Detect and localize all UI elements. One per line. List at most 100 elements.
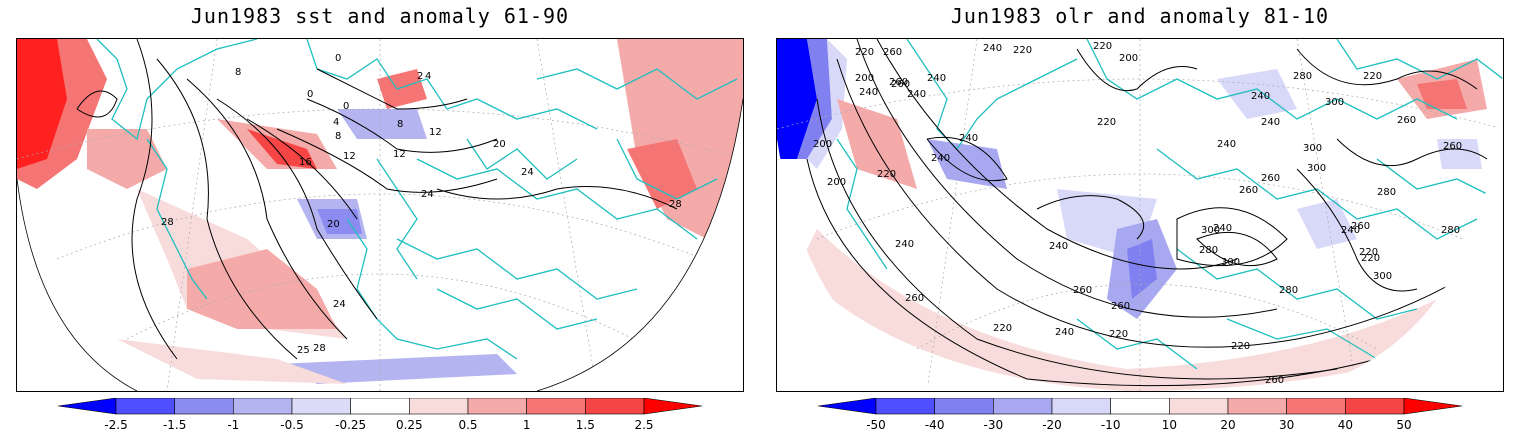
contour-label: 300 bbox=[1325, 97, 1344, 108]
colorbar-swatch bbox=[409, 398, 469, 415]
contour-label: 280 bbox=[1293, 71, 1312, 82]
anomaly-warm-east bbox=[617, 39, 743, 239]
contour-label: 300 bbox=[1201, 225, 1220, 236]
colorbar-arrow-low bbox=[58, 398, 117, 415]
anomaly-positive-3 bbox=[1417, 79, 1467, 109]
colorbar-swatch bbox=[115, 398, 175, 415]
contour-label: 300 bbox=[1373, 271, 1392, 282]
contour-label: 240 bbox=[1055, 327, 1074, 338]
contour-label: 8 bbox=[397, 119, 403, 130]
contour-label: 200 bbox=[855, 73, 874, 84]
contour-label: 280 bbox=[1377, 187, 1396, 198]
map-frame-sst: 0 0 8 4 4 2 0 8 8 12 12 12 16 20 20 24 2… bbox=[16, 38, 744, 392]
contour-label: 220 bbox=[855, 47, 874, 58]
contour-label: 12 bbox=[393, 149, 406, 160]
colorbar-tick-label: -10 bbox=[1100, 418, 1121, 432]
contour-label: 8 bbox=[335, 131, 341, 142]
contour-label: 260 bbox=[1397, 115, 1416, 126]
contour-label: 24 bbox=[521, 167, 534, 178]
contour-label: 240 bbox=[959, 133, 978, 144]
anomaly-negative-7 bbox=[1217, 69, 1297, 119]
contour-label: 240 bbox=[983, 43, 1002, 54]
colorbar-swatch bbox=[993, 398, 1053, 415]
colorbar-tick-label: 20 bbox=[1220, 418, 1236, 432]
anomaly-cool-south bbox=[277, 354, 517, 384]
colorbar-sst bbox=[58, 398, 702, 415]
colorbar-tick-label: 40 bbox=[1337, 418, 1353, 432]
anomaly-warm-7 bbox=[377, 69, 427, 109]
contour-label: 8 bbox=[235, 67, 241, 78]
colorbar-tick-label: 0.25 bbox=[395, 418, 423, 432]
contour-label: 260 bbox=[1443, 141, 1462, 152]
graticule bbox=[17, 39, 743, 391]
colorbar-swatch bbox=[1286, 398, 1346, 415]
panel-title-olr: Jun1983 olr and anomaly 81-10 bbox=[950, 4, 1330, 28]
colorbar-swatch bbox=[1227, 398, 1287, 415]
contour-label: 220 bbox=[993, 323, 1012, 334]
contour-label: 220 bbox=[1097, 117, 1116, 128]
sst-contours bbox=[76, 39, 678, 360]
colorbar-swatch bbox=[233, 398, 293, 415]
colorbar-swatch bbox=[174, 398, 234, 415]
colorbar-tick-label: -1 bbox=[227, 418, 240, 432]
contour-label: 200 bbox=[827, 177, 846, 188]
colorbar-swatch bbox=[526, 398, 586, 415]
contour-label: 200 bbox=[813, 139, 832, 150]
contour-label: 220 bbox=[1363, 71, 1382, 82]
anomaly-warm-east-2 bbox=[627, 139, 697, 209]
contour-label: 260 bbox=[1239, 185, 1258, 196]
anomaly-warm-2 bbox=[87, 129, 167, 189]
contour-label: 0 bbox=[343, 101, 349, 112]
contour-label: 25 bbox=[297, 345, 310, 356]
contour-label: 300 bbox=[1303, 143, 1322, 154]
anomaly-warm-6 bbox=[247, 129, 317, 169]
anomaly-negative-9 bbox=[1437, 139, 1482, 169]
contour-label: 280 bbox=[1279, 285, 1298, 296]
contour-label: 260 bbox=[1351, 221, 1370, 232]
anomaly-warm-4 bbox=[187, 249, 337, 329]
colorbar-tick-label: 50 bbox=[1396, 418, 1412, 432]
contour-label: 260 bbox=[883, 47, 902, 58]
contour-label: 220 bbox=[1109, 329, 1128, 340]
colorbar-swatch bbox=[934, 398, 994, 415]
olr-contours bbox=[806, 39, 1488, 387]
contour-label: 220 bbox=[877, 169, 896, 180]
contour-label: 28 bbox=[313, 343, 326, 354]
contour-label: 240 bbox=[895, 239, 914, 250]
contour-label: 28 bbox=[669, 199, 682, 210]
contour-label: 240 bbox=[1261, 117, 1280, 128]
colorbar-tick-label: 1 bbox=[522, 418, 531, 432]
colorbar-swatch bbox=[1345, 398, 1405, 415]
contour-label: 220 bbox=[1359, 247, 1378, 258]
anomaly-warm-south bbox=[117, 339, 347, 384]
contour-label: 0 bbox=[335, 53, 341, 64]
colorbar-swatch bbox=[291, 398, 351, 415]
colorbar-tick-label: 0.5 bbox=[458, 418, 478, 432]
contour-label: 220 bbox=[1231, 341, 1250, 352]
colorbar-tick-label: -0.25 bbox=[335, 418, 367, 432]
contour-label: 240 bbox=[1251, 91, 1270, 102]
contour-label: 20 bbox=[493, 139, 506, 150]
colorbar-tick-label: -0.5 bbox=[280, 418, 304, 432]
colorbar-arrow-high bbox=[1403, 398, 1462, 415]
contour-label: 220 bbox=[1013, 45, 1032, 56]
contour-label: 240 bbox=[859, 87, 878, 98]
anomaly-negative-2 bbox=[807, 39, 847, 169]
contour-label: 240 bbox=[1341, 225, 1360, 236]
colorbar-tick-label: -2.5 bbox=[104, 418, 128, 432]
colorbar-tick-label: -30 bbox=[983, 418, 1004, 432]
contour-label: 200 bbox=[1119, 53, 1138, 64]
contour-label: 260 bbox=[1261, 173, 1280, 184]
contour-label: 28 bbox=[161, 217, 174, 228]
colorbar-swatch bbox=[350, 398, 410, 415]
colorbar-tick-label: 30 bbox=[1279, 418, 1295, 432]
contour-label: 300 bbox=[1307, 163, 1326, 174]
colorbar-tick-label: -20 bbox=[1042, 418, 1062, 432]
contour-label: 300 bbox=[1221, 257, 1240, 268]
projection-edge bbox=[17, 98, 743, 391]
contour-label: 280 bbox=[1199, 245, 1218, 256]
contour-label: 20 bbox=[327, 219, 340, 230]
olr-contour-labels: 220 240 220 220 240 260 200 260 240 240 … bbox=[813, 41, 1462, 386]
colorbar-olr bbox=[818, 398, 1462, 415]
colorbar-tick-label: 2.5 bbox=[634, 418, 654, 432]
